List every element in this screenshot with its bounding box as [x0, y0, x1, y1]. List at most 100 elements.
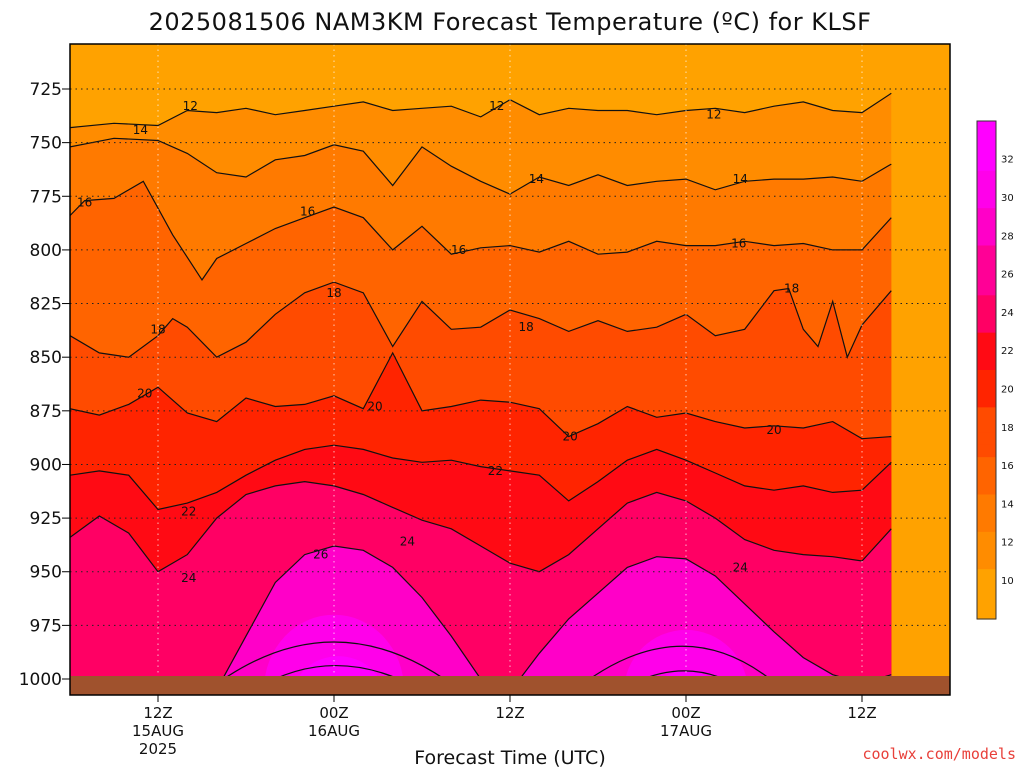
- contour-label-16: 16: [731, 236, 746, 250]
- y-tick-label: 925: [30, 509, 62, 529]
- colorbar-swatch: [977, 444, 996, 458]
- colorbar-label: 20: [1001, 385, 1014, 396]
- colorbar-label: 24: [1001, 308, 1014, 319]
- contour-26: [216, 545, 892, 693]
- x-tick-label: 12Z: [495, 704, 524, 722]
- y-tick-label: 1000: [19, 670, 62, 690]
- colorbar-swatch: [977, 407, 996, 421]
- x-tick-date: 16AUG: [308, 722, 360, 740]
- colorbar-label: 26: [1001, 270, 1014, 281]
- colorbar-swatch: [977, 345, 996, 359]
- contour-label-20: 20: [562, 430, 577, 444]
- colorbar-label: 18: [1001, 423, 1014, 434]
- colorbar: 10 12 14 16 18 20 22 24 26 28 30 32: [976, 120, 1014, 620]
- contour-label-16: 16: [300, 204, 315, 218]
- colorbar-swatch: [977, 606, 996, 620]
- colorbar-swatch: [977, 544, 996, 558]
- colorbar-label: 30: [1001, 193, 1014, 204]
- colorbar-swatch: [977, 233, 996, 247]
- y-tick-label: 725: [30, 80, 62, 100]
- contour-22: [70, 444, 892, 511]
- y-tick-label: 825: [30, 295, 62, 315]
- colorbar-label: 10: [1001, 576, 1014, 587]
- terrain-strip: [70, 676, 950, 695]
- contour-20: [70, 351, 892, 440]
- colorbar-swatch: [977, 357, 996, 371]
- colorbar-swatch: [977, 282, 996, 296]
- contour-label-18: 18: [150, 322, 165, 336]
- colorbar-swatch: [977, 158, 996, 172]
- contour-label-18: 18: [784, 282, 799, 296]
- colorbar-swatch: [977, 133, 996, 147]
- colorbar-swatch: [977, 482, 996, 496]
- colorbar-swatch: [977, 121, 996, 135]
- colorbar-swatch: [977, 382, 996, 396]
- colorbar-swatch: [977, 569, 996, 583]
- colorbar-swatch: [977, 457, 996, 471]
- colorbar-label: 12: [1001, 538, 1014, 549]
- colorbar-swatch: [977, 307, 996, 321]
- contour-label-18: 18: [518, 320, 533, 334]
- colorbar-swatch: [977, 581, 996, 595]
- contour-label-16: 16: [77, 196, 92, 210]
- contour-label-14: 14: [133, 123, 148, 137]
- colorbar-swatch: [977, 556, 996, 570]
- contour-label-14: 14: [529, 172, 544, 186]
- colorbar-swatch: [977, 220, 996, 234]
- x-tick-label: 00Z: [319, 704, 348, 722]
- contour-label-16: 16: [451, 243, 466, 257]
- contour-18: [70, 281, 892, 359]
- contour-28-a: [201, 641, 467, 695]
- contour-28-b: [568, 645, 790, 695]
- contour-label-26: 26: [313, 548, 328, 562]
- contour-14: [70, 137, 892, 195]
- colorbar-swatch: [977, 183, 996, 197]
- contour-label-22: 22: [181, 505, 196, 519]
- colorbar-swatch: [977, 469, 996, 483]
- credit-text: coolwx.com/models: [862, 745, 1016, 763]
- contour-24: [70, 480, 892, 573]
- colorbar-swatch: [977, 531, 996, 545]
- y-tick-label: 950: [30, 563, 62, 583]
- colorbar-swatch: [977, 170, 996, 184]
- colorbar-swatch: [977, 494, 996, 508]
- colorbar-swatch: [977, 295, 996, 309]
- contour-12: [70, 92, 892, 129]
- y-tick-label: 850: [30, 348, 62, 368]
- contour-label-14: 14: [733, 172, 748, 186]
- colorbar-swatch: [977, 506, 996, 520]
- colorbar-label: 16: [1001, 461, 1014, 472]
- colorbar-swatch: [977, 419, 996, 433]
- contour-label-12: 12: [183, 99, 198, 113]
- x-tick-label: 12Z: [143, 704, 172, 722]
- colorbar-swatch: [977, 195, 996, 209]
- y-tick-label: 800: [30, 241, 62, 261]
- colorbar-label: 14: [1001, 499, 1014, 510]
- contour-label-22: 22: [488, 464, 503, 478]
- x-axis-title: Forecast Time (UTC): [414, 747, 605, 768]
- colorbar-swatch: [977, 208, 996, 222]
- colorbar-swatch: [977, 145, 996, 159]
- colorbar-swatches: [977, 121, 996, 620]
- y-tick-label: 775: [30, 187, 62, 207]
- contour-label-20: 20: [367, 400, 382, 414]
- colorbar-label: 28: [1001, 231, 1014, 242]
- colorbar-swatch: [977, 394, 996, 408]
- colorbar-swatch: [977, 257, 996, 271]
- colorbar-swatch: [977, 370, 996, 384]
- contour-16: [70, 180, 892, 281]
- contour-label-20: 20: [137, 387, 152, 401]
- y-tick-label: 975: [30, 616, 62, 636]
- contour-label-24: 24: [733, 560, 748, 574]
- x-tick-year: 2025: [139, 740, 177, 758]
- y-tick-label: 875: [30, 402, 62, 422]
- colorbar-swatch: [977, 270, 996, 284]
- y-tick-label: 750: [30, 134, 62, 154]
- x-tick-date: 15AUG: [132, 722, 184, 740]
- contour-label-12: 12: [706, 108, 721, 122]
- contour-label-24: 24: [400, 535, 415, 549]
- colorbar-label: 32: [1001, 155, 1014, 166]
